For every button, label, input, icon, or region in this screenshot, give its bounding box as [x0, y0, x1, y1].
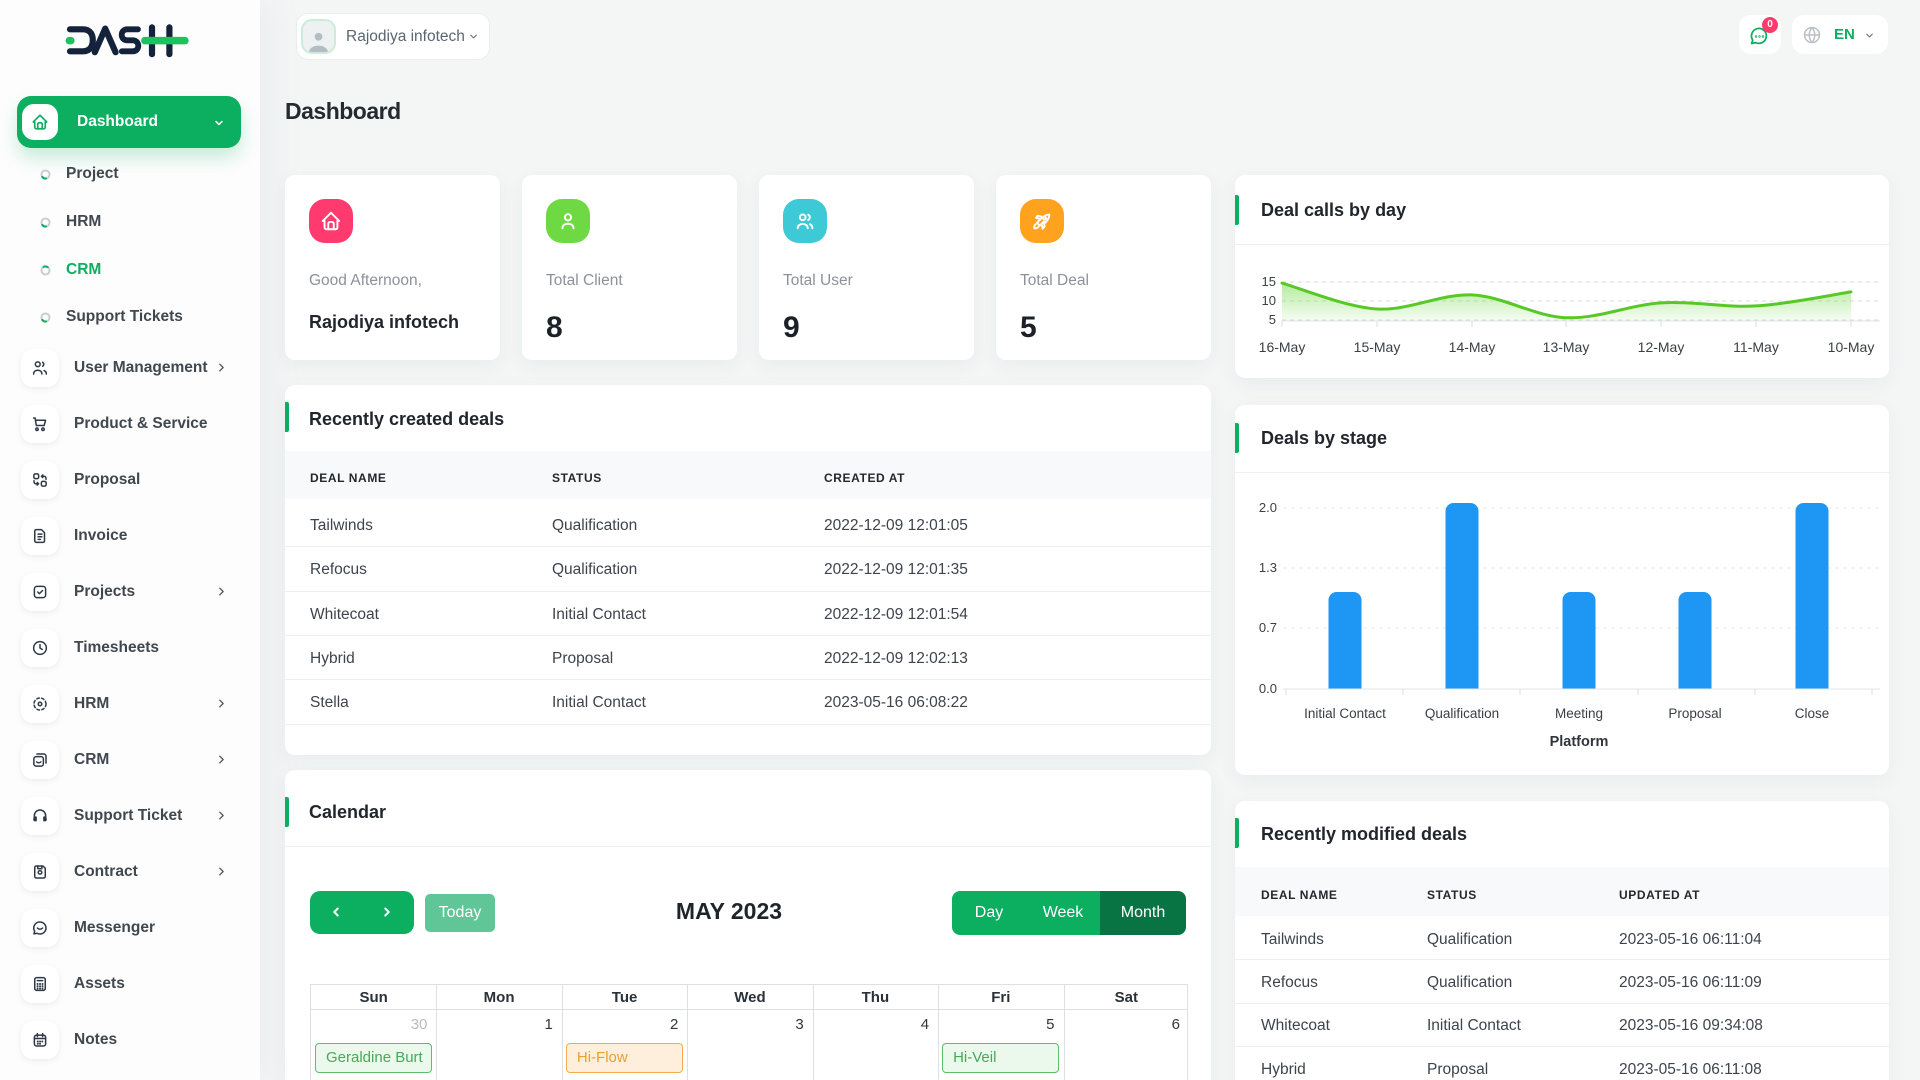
- svg-text:14-May: 14-May: [1449, 339, 1496, 355]
- svg-text:Initial Contact: Initial Contact: [1304, 706, 1386, 721]
- svg-text:2.0: 2.0: [1259, 500, 1277, 515]
- svg-text:15-May: 15-May: [1354, 339, 1401, 355]
- svg-text:12-May: 12-May: [1638, 339, 1685, 355]
- svg-text:5: 5: [1269, 312, 1276, 327]
- svg-text:13-May: 13-May: [1543, 339, 1590, 355]
- svg-text:15: 15: [1262, 274, 1276, 289]
- svg-text:Platform: Platform: [1550, 734, 1609, 750]
- svg-text:16-May: 16-May: [1259, 339, 1306, 355]
- svg-text:0.0: 0.0: [1259, 681, 1277, 696]
- svg-text:Close: Close: [1795, 706, 1830, 721]
- svg-text:10-May: 10-May: [1828, 339, 1875, 355]
- svg-text:0.7: 0.7: [1259, 620, 1277, 635]
- svg-text:11-May: 11-May: [1733, 339, 1779, 355]
- svg-text:Qualification: Qualification: [1425, 706, 1499, 721]
- svg-text:10: 10: [1262, 293, 1276, 308]
- svg-text:Proposal: Proposal: [1668, 706, 1721, 721]
- svg-text:1.3: 1.3: [1259, 560, 1277, 575]
- svg-text:Meeting: Meeting: [1555, 706, 1603, 721]
